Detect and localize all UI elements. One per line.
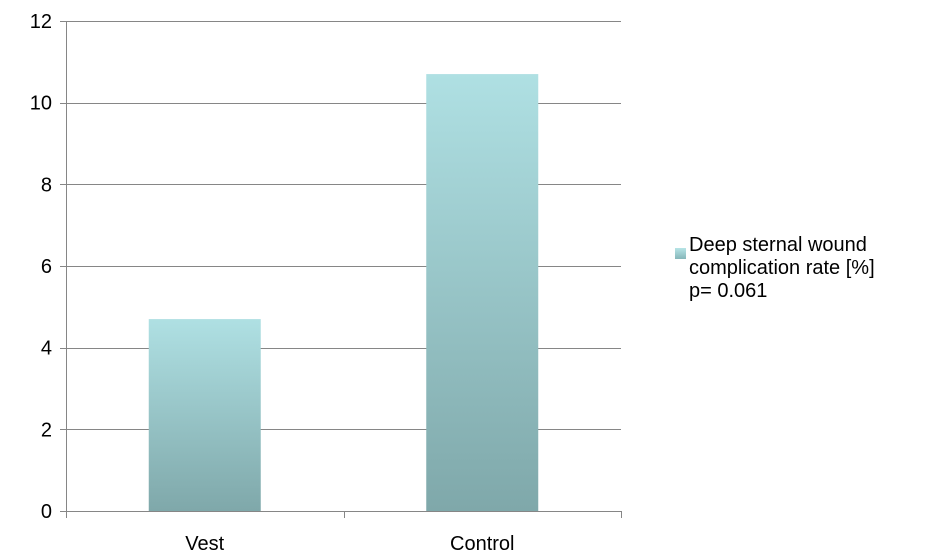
legend-swatch bbox=[675, 248, 686, 259]
axes bbox=[60, 21, 622, 518]
legend-label: Deep sternal wound complication rate [%]… bbox=[689, 234, 933, 303]
y-tick-label-8: 8 bbox=[41, 174, 52, 196]
y-tick-label-6: 6 bbox=[41, 256, 52, 278]
bar-vest bbox=[148, 319, 261, 511]
legend-line-2: complication rate [%] bbox=[689, 257, 875, 279]
bars bbox=[148, 74, 539, 511]
legend-line-3: p= 0.061 bbox=[689, 280, 768, 302]
y-tick-label-0: 0 bbox=[41, 501, 52, 523]
x-tick-label-control: Control bbox=[450, 533, 514, 555]
bar-control bbox=[426, 74, 539, 511]
y-tick-label-4: 4 bbox=[41, 338, 52, 360]
y-tick-label-12: 12 bbox=[30, 11, 52, 33]
y-tick-label-2: 2 bbox=[41, 419, 52, 441]
legend-line-1: Deep sternal wound bbox=[689, 234, 867, 256]
y-tick-labels: 0 2 4 6 8 10 12 bbox=[30, 11, 52, 523]
y-tick-label-10: 10 bbox=[30, 93, 52, 115]
x-tick-label-vest: Vest bbox=[185, 533, 224, 555]
x-tick-labels: Vest Control bbox=[185, 533, 514, 555]
